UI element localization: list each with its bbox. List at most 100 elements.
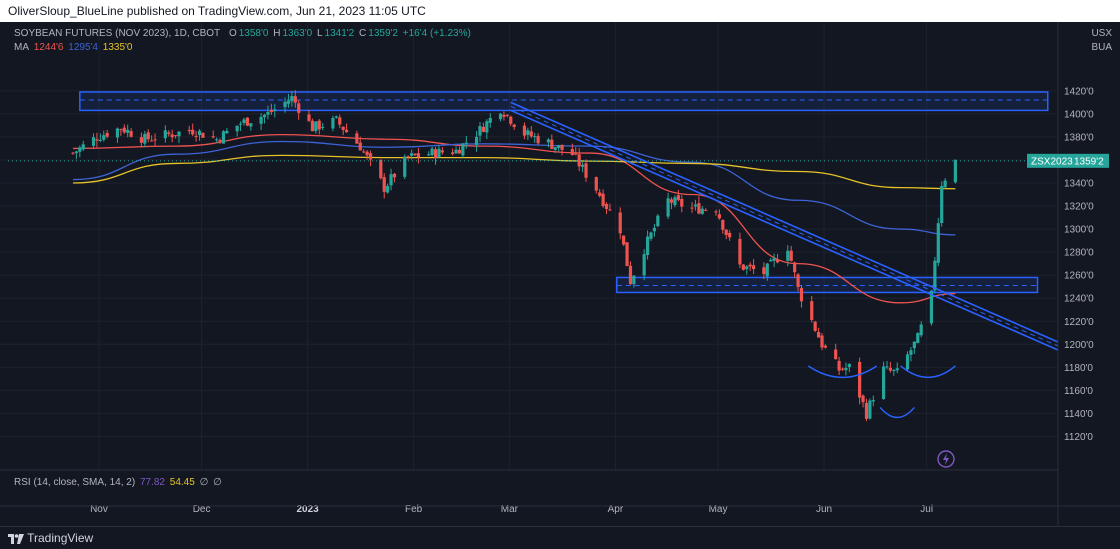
lightning-icon[interactable] [937, 450, 955, 468]
candle-body [601, 193, 605, 207]
candle-body [775, 259, 780, 263]
candle-body [861, 395, 865, 403]
candle-body [382, 177, 386, 192]
candle-body [170, 134, 174, 138]
price-tick-label: 1280'0 [1064, 248, 1094, 259]
candle-body [912, 341, 916, 349]
candle-body [604, 203, 609, 210]
candle-body [546, 139, 550, 143]
candle-body [98, 139, 102, 141]
candle-body [919, 324, 923, 336]
candle-body [297, 103, 301, 113]
candle-body [187, 129, 191, 132]
hs-arc-1 [807, 365, 878, 378]
chart-area[interactable]: 1420'01400'01380'01360'01340'01320'01300… [0, 22, 1120, 548]
candle-body [632, 275, 636, 285]
candle-body [177, 131, 181, 137]
price-chart[interactable]: 1420'01400'01380'01360'01340'01320'01300… [0, 22, 1120, 548]
candle-body [834, 349, 838, 360]
candle-body [786, 250, 790, 261]
candle-body [451, 152, 455, 155]
candle-body [724, 229, 728, 236]
moving-averages [72, 133, 956, 304]
footer: TradingView [0, 526, 1120, 549]
head-shoulders [807, 365, 956, 419]
candle-body [550, 139, 554, 149]
publisher-text: OliverSloup_BlueLine published on Tradin… [8, 4, 426, 18]
candle-body [307, 114, 311, 121]
moving-average-3 [72, 154, 956, 190]
time-tick-label: Dec [193, 504, 211, 515]
candle-body [95, 139, 99, 141]
candle-body [813, 321, 817, 331]
candle-body [437, 148, 441, 158]
legend-ma3: 1335'0 [102, 42, 133, 53]
candle-body [433, 149, 438, 158]
candle-body [553, 147, 557, 150]
time-tick-label: Feb [405, 504, 423, 515]
candle-body [905, 354, 910, 370]
candle-body [163, 130, 167, 139]
candle-body [249, 123, 253, 127]
candle-body [892, 369, 896, 371]
candle-body [146, 132, 150, 140]
candle-body [673, 197, 677, 206]
candle-body [368, 153, 373, 160]
candle-body [259, 116, 263, 124]
candle-body [557, 145, 561, 148]
candle-body [656, 215, 660, 227]
rsi-label: RSI (14, close, SMA, 14, 2) [14, 477, 136, 488]
candle-body [844, 368, 848, 371]
price-tick-label: 1340'0 [1064, 179, 1094, 190]
candle-body [680, 199, 684, 207]
candle-body [269, 109, 273, 113]
rsi-v4: ∅ [213, 477, 222, 488]
candle-body [310, 120, 314, 132]
trendline-mid [510, 105, 1059, 347]
candle-body [225, 130, 229, 134]
last-price-value: 1359'2 [1074, 156, 1104, 167]
candle-body [293, 96, 297, 103]
candle-body [895, 368, 899, 371]
trendline-lower [510, 109, 1059, 351]
candle-body [430, 148, 434, 155]
price-zones [79, 91, 1049, 294]
candle-body [167, 132, 171, 134]
legend-symbol: SOYBEAN FUTURES (NOV 2023), 1D, CBOT [14, 28, 221, 39]
candle-body [498, 113, 503, 120]
candle-body [262, 114, 267, 118]
time-axis[interactable]: Nov Dec 2023 Feb Mar Apr May Jun Jul [90, 504, 933, 515]
price-tick-label: 1260'0 [1064, 271, 1094, 282]
candle-body [533, 136, 537, 138]
price-axis[interactable]: 1420'01400'01380'01360'01340'01320'01300… [1064, 86, 1094, 443]
candle-body [847, 363, 851, 368]
candle-body [823, 345, 828, 348]
candle-body [266, 112, 270, 115]
legend-open: 1358'0 [238, 28, 269, 39]
candle-body [235, 125, 239, 132]
candle-body [74, 151, 79, 154]
tradingview-logo[interactable]: TradingView [8, 527, 93, 549]
trendline [510, 101, 1059, 351]
candle-body [242, 119, 246, 124]
candle-body [317, 120, 321, 130]
candle-body [717, 214, 722, 219]
legend-low-label: L [316, 28, 323, 39]
candle-body [502, 114, 506, 117]
candle-body [481, 126, 486, 132]
price-tick-label: 1200'0 [1064, 340, 1094, 351]
tradingview-icon [8, 533, 24, 544]
candle-body [560, 144, 564, 150]
rsi-v3: ∅ [199, 477, 209, 488]
candle-body [211, 136, 215, 138]
candle-body [765, 263, 769, 277]
tradingview-brand: TradingView [27, 531, 94, 545]
candle-body [577, 154, 581, 167]
candle-body [625, 242, 629, 267]
time-tick-label: Nov [90, 504, 108, 515]
candle-body [645, 236, 650, 256]
candle-body [642, 254, 646, 276]
price-tick-label: 1380'0 [1064, 132, 1094, 143]
rsi-sma: 54.45 [169, 477, 195, 488]
candle-body [406, 156, 410, 158]
